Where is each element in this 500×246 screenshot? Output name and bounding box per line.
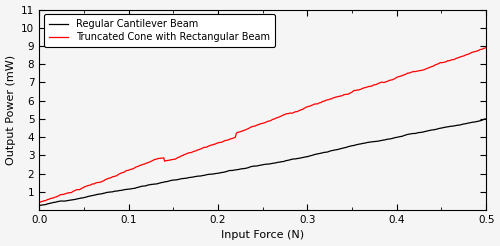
Regular Cantilever Beam: [402, 134, 408, 137]
Truncated Cone with Rectangular Beam: [248, 125, 254, 128]
Truncated Cone with Rectangular Beam: [472, 50, 478, 53]
Regular Cantilever Beam: [36, 204, 42, 207]
Truncated Cone with Rectangular Beam: [483, 46, 489, 49]
Regular Cantilever Beam: [248, 165, 254, 168]
Line: Truncated Cone with Rectangular Beam: Truncated Cone with Rectangular Beam: [39, 48, 486, 202]
Truncated Cone with Rectangular Beam: [36, 201, 42, 204]
Line: Regular Cantilever Beam: Regular Cantilever Beam: [39, 119, 486, 205]
Legend: Regular Cantilever Beam, Truncated Cone with Rectangular Beam: Regular Cantilever Beam, Truncated Cone …: [44, 15, 275, 47]
Truncated Cone with Rectangular Beam: [302, 106, 308, 109]
Regular Cantilever Beam: [278, 160, 284, 163]
Regular Cantilever Beam: [483, 117, 489, 120]
Truncated Cone with Rectangular Beam: [251, 124, 257, 127]
Y-axis label: Output Power (mW): Output Power (mW): [6, 55, 16, 165]
Truncated Cone with Rectangular Beam: [402, 73, 408, 76]
Truncated Cone with Rectangular Beam: [278, 115, 284, 118]
X-axis label: Input Force (N): Input Force (N): [221, 231, 304, 240]
Regular Cantilever Beam: [302, 155, 308, 158]
Regular Cantilever Beam: [472, 120, 478, 123]
Regular Cantilever Beam: [251, 165, 257, 168]
